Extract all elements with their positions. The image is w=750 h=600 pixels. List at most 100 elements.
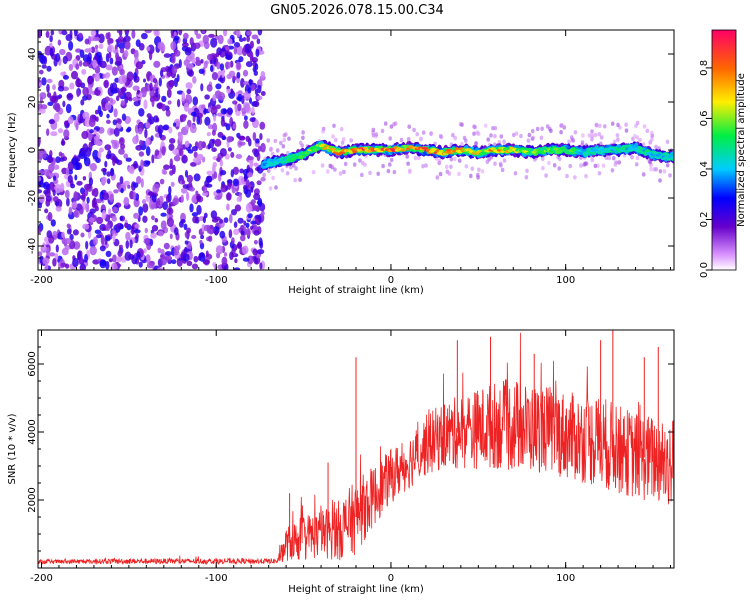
noise-speckle <box>221 256 228 266</box>
noise-speckle <box>121 86 126 94</box>
noise-speckle <box>46 78 53 84</box>
noise-speckle <box>257 30 263 36</box>
noise-speckle <box>217 112 223 117</box>
noise-speckle <box>159 69 164 78</box>
noise-speckle <box>168 203 172 213</box>
noise-speckle <box>65 34 73 42</box>
noise-speckle <box>216 189 222 194</box>
noise-speckle <box>216 61 221 70</box>
noise-speckle <box>118 148 125 155</box>
noise-speckle <box>256 95 263 101</box>
noise-speckle <box>214 229 219 236</box>
ridge-halo-speckle <box>573 175 577 180</box>
noise-speckle <box>206 224 210 234</box>
noise-speckle <box>38 81 43 88</box>
noise-speckle <box>79 113 83 124</box>
noise-speckle <box>123 180 130 186</box>
noise-speckle <box>41 77 47 86</box>
ridge-halo-speckle <box>275 148 280 153</box>
noise-speckle <box>62 55 68 65</box>
noise-speckle <box>51 95 59 104</box>
ridge-halo-speckle <box>480 169 485 174</box>
noise-speckle <box>38 194 46 203</box>
noise-speckle <box>110 167 115 177</box>
noise-speckle <box>207 106 211 112</box>
ridge-halo-speckle <box>294 166 298 171</box>
ridge-halo-speckle <box>594 123 599 128</box>
noise-speckle <box>39 69 44 75</box>
noise-speckle <box>232 166 239 175</box>
noise-speckle <box>96 234 102 239</box>
ridge-halo-speckle <box>662 169 667 174</box>
noise-speckle <box>185 94 190 100</box>
ridge-halo-speckle <box>493 134 497 139</box>
ridge-halo-speckle <box>486 137 491 142</box>
noise-speckle <box>181 154 188 164</box>
snr-y-tick-label: 2000 <box>27 487 38 512</box>
noise-speckle <box>153 60 161 68</box>
ridge-halo-speckle <box>271 175 275 181</box>
ridge-halo-speckle <box>477 167 481 172</box>
ridge-halo-speckle <box>567 139 571 144</box>
noise-speckle <box>99 245 106 252</box>
noise-speckle <box>71 157 79 165</box>
noise-speckle <box>154 184 161 189</box>
noise-speckle <box>190 111 197 117</box>
ridge-halo-speckle <box>617 160 621 165</box>
noise-speckle <box>180 114 188 119</box>
ridge-mark <box>644 149 650 153</box>
noise-speckle <box>38 227 42 234</box>
noise-speckle <box>245 135 251 142</box>
noise-speckle <box>46 65 52 72</box>
noise-speckle <box>61 247 69 256</box>
ridge-halo-speckle <box>269 147 273 153</box>
noise-speckle <box>139 139 143 146</box>
noise-speckle <box>73 191 78 201</box>
ridge-mark <box>454 147 459 151</box>
ridge-halo-speckle <box>473 125 477 130</box>
noise-speckle <box>123 196 130 207</box>
ridge-halo-speckle <box>552 163 557 168</box>
ridge-halo-speckle <box>514 131 519 136</box>
noise-speckle <box>187 149 194 154</box>
noise-speckle <box>172 164 176 175</box>
spectrogram-marks <box>38 30 674 270</box>
noise-speckle <box>160 220 167 230</box>
ridge-mark <box>402 144 408 148</box>
noise-speckle <box>133 49 139 60</box>
noise-speckle <box>242 81 250 86</box>
noise-speckle <box>142 203 149 213</box>
noise-speckle <box>230 88 234 95</box>
noise-speckle <box>165 255 173 261</box>
noise-speckle <box>80 232 85 238</box>
noise-speckle <box>132 191 137 201</box>
noise-speckle <box>146 74 151 82</box>
noise-speckle <box>238 56 244 63</box>
noise-speckle <box>186 227 192 234</box>
noise-speckle <box>231 237 235 245</box>
noise-speckle <box>252 132 257 141</box>
noise-speckle <box>196 33 202 39</box>
noise-speckle <box>121 113 127 121</box>
ridge-halo-speckle <box>590 157 595 163</box>
ridge-halo-speckle <box>389 157 394 163</box>
noise-speckle <box>136 176 142 184</box>
noise-speckle <box>112 254 117 263</box>
ridge-halo-speckle <box>438 133 443 139</box>
noise-speckle <box>247 255 254 265</box>
ridge-halo-speckle <box>565 173 569 179</box>
ridge-halo-speckle <box>437 158 442 164</box>
noise-speckle <box>253 162 259 167</box>
ridge-halo-speckle <box>293 178 298 183</box>
noise-speckle <box>55 53 61 62</box>
noise-speckle <box>109 57 114 65</box>
noise-speckle <box>127 184 131 189</box>
snr-y-axis-label: SNR (10 * v/v) <box>7 413 18 484</box>
noise-speckle <box>201 30 205 34</box>
ridge-halo-speckle <box>530 136 535 141</box>
ridge-mark <box>556 150 562 154</box>
noise-speckle <box>73 210 78 218</box>
noise-speckle <box>180 219 186 224</box>
colorbar-tick-label: 0.8 <box>699 60 710 76</box>
noise-speckle <box>225 46 230 51</box>
